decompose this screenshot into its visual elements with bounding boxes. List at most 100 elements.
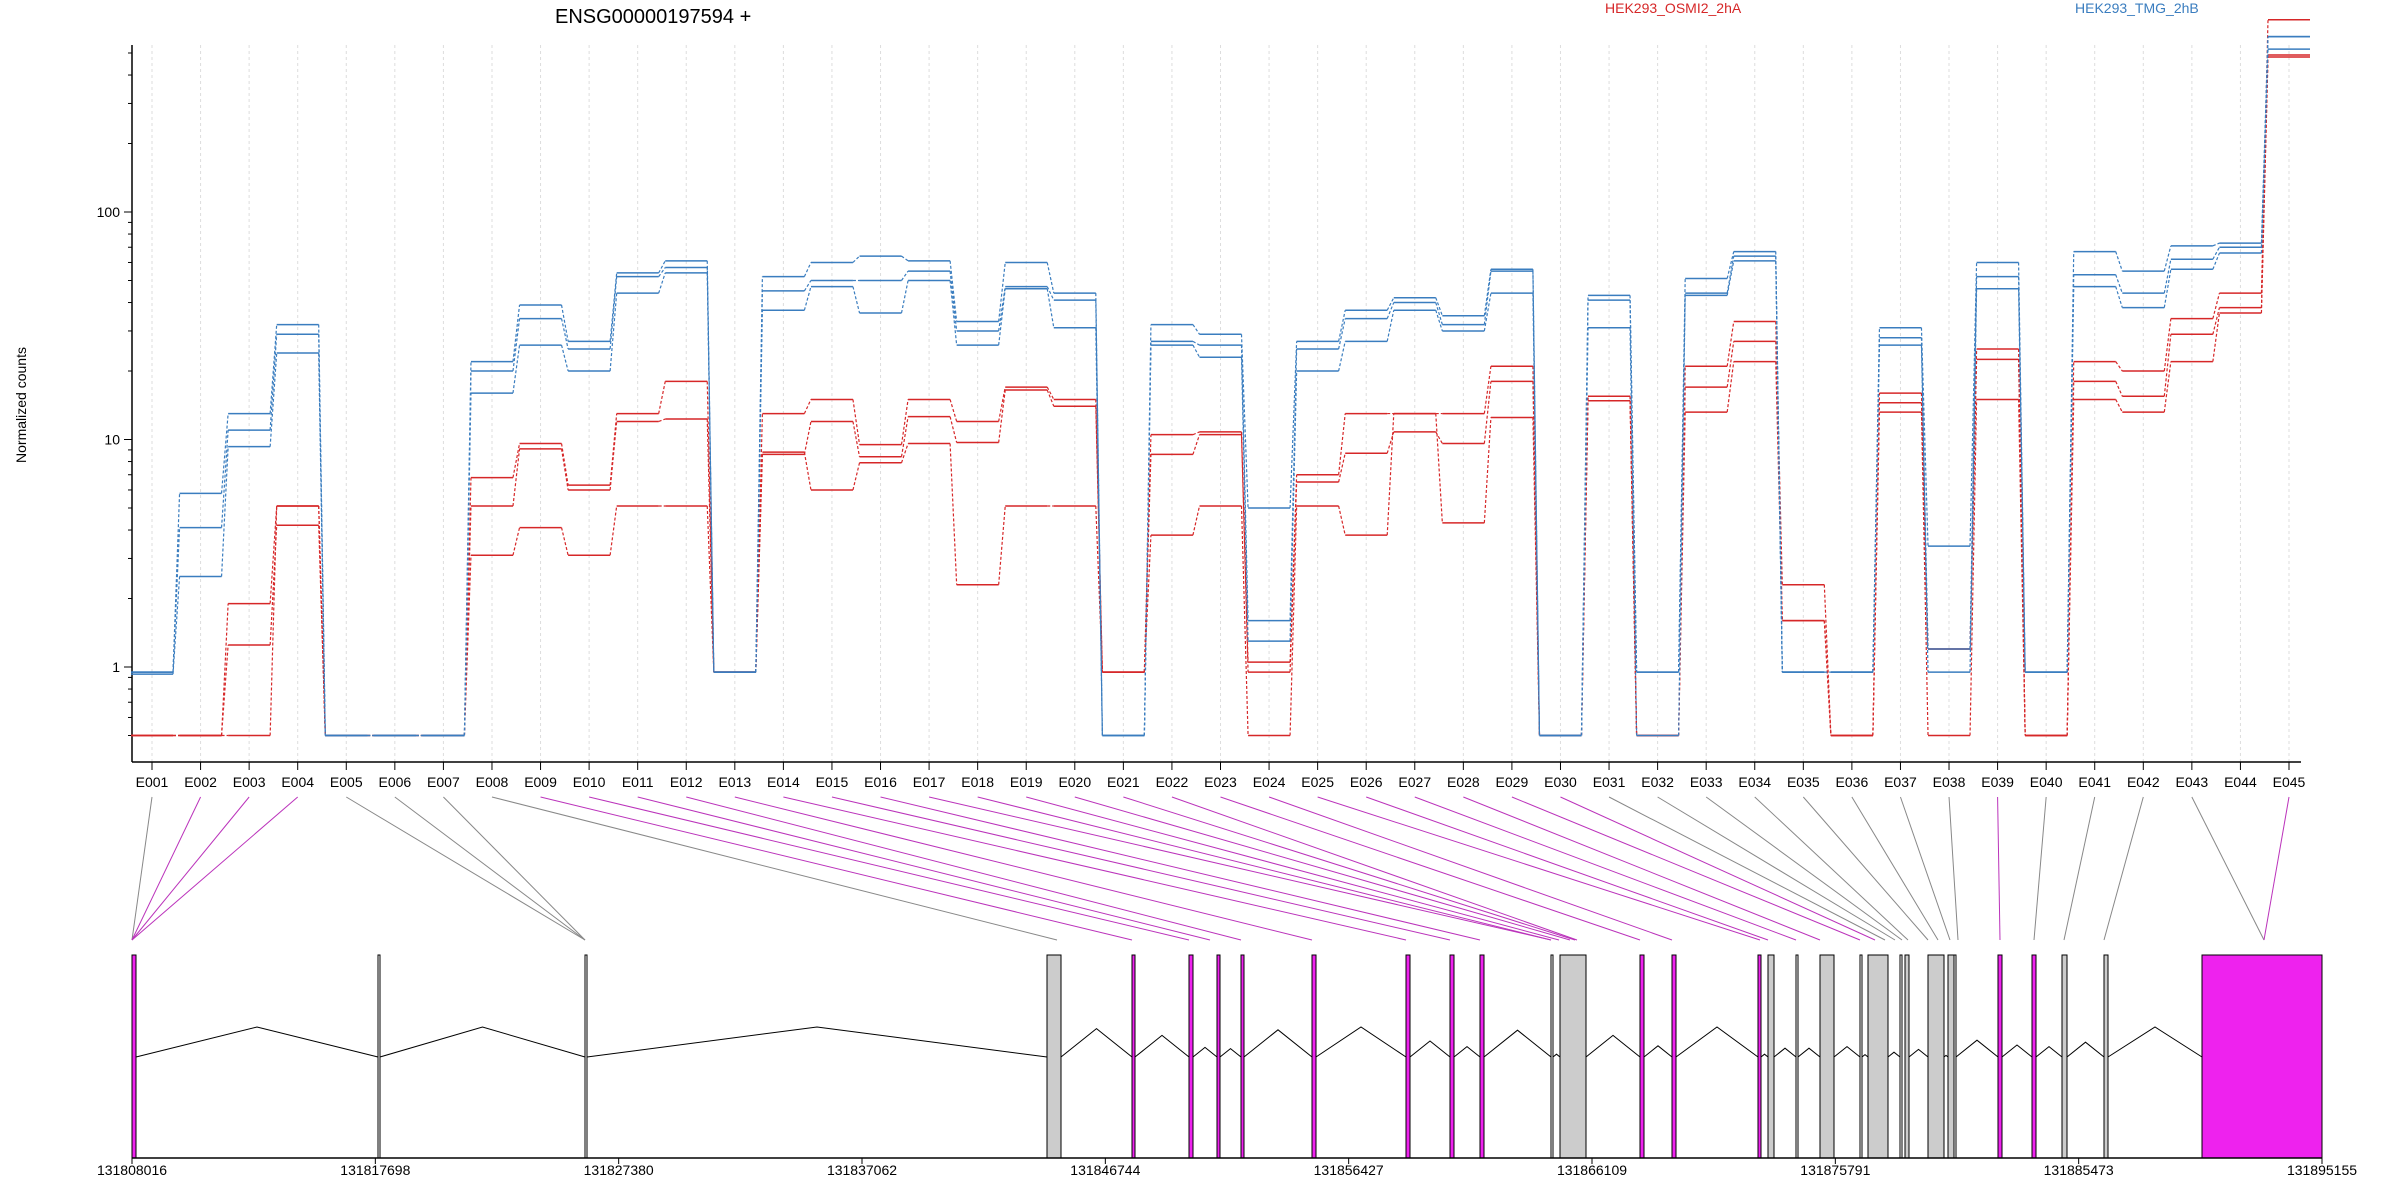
series-transition [1338,310,1346,342]
series-transition [1338,505,1346,536]
series-transition [1483,270,1492,325]
connector-e026 [1366,796,1769,941]
series-transition [706,272,715,673]
x-tick-label-e044: E044 [2224,774,2257,790]
exon-block-24 [1904,954,1910,1159]
exon-block-20 [1819,954,1835,1159]
series-transition [172,576,181,675]
gene-model [131,954,2323,1159]
series-transition [949,271,958,332]
series-transition [1483,269,1492,316]
series-transition [1823,620,1832,736]
series-transition [2212,242,2220,247]
series-transition [609,276,618,350]
x-tick-label-e030: E030 [1544,774,1577,790]
x-tick-label-e029: E029 [1496,774,1529,790]
series-transition [1386,302,1395,319]
intron-connector [1134,1034,1190,1058]
series-transition [1629,327,1638,736]
series-transition [755,413,763,673]
series-transition [852,286,861,314]
series-transition [803,399,812,414]
x-tick-label-e042: E042 [2127,774,2160,790]
series-transition [1386,310,1395,342]
connector-e008 [491,796,1058,941]
series-transition [658,267,666,277]
series-transition [1289,371,1298,642]
series-transition [1435,297,1443,316]
intron-connector [1861,1053,1869,1058]
connector-e042 [2103,796,2144,941]
series-transition [1483,293,1492,332]
series-transition [1240,506,1249,736]
y-tick-label: 1 [112,659,120,675]
x-tick-label-e036: E036 [1836,774,1869,790]
exon-block-16 [1671,954,1677,1159]
exon-block-10 [1405,954,1411,1159]
series-transition [560,318,569,350]
connector-e019 [1026,796,1560,941]
connector-e004 [131,796,299,941]
series-transition [318,352,326,736]
series-transition [803,286,812,311]
x-tick-label-e003: E003 [233,774,266,790]
series-transition [1192,431,1200,436]
coordinate-tick-label: 131817698 [340,1162,410,1178]
connector-e033 [1705,796,1903,941]
x-tick-label-e004: E004 [281,774,314,790]
coordinate-tick-label: 131827380 [584,1162,654,1178]
exon-block-13 [1550,954,1554,1159]
exon-block-27 [1953,954,1957,1159]
connector-e005 [346,796,586,941]
series-transition [1969,359,1978,649]
exon-block-1 [131,954,137,1159]
connector-e043 [2191,796,2265,941]
x-tick-label-e035: E035 [1787,774,1820,790]
series-transition [852,421,861,457]
series-transition [1678,295,1686,736]
exon-block-30 [2061,954,2068,1159]
x-tick-label-e033: E033 [1690,774,1723,790]
connector-e024 [1268,796,1673,941]
series-transition [2115,251,2123,272]
intron-connector [1315,1026,1407,1058]
connector-e003 [131,796,250,941]
x-tick-label-e010: E010 [573,774,606,790]
connector-e009 [540,796,1133,941]
series-transition [900,443,909,463]
series-transition [560,448,569,491]
series-transition [803,262,812,277]
legend-label-osmi2: HEK293_OSMI2_2hA [1605,0,1742,16]
exon-block-5 [1131,954,1136,1159]
series-lines [131,18,2310,737]
coordinate-tick-label: 131885473 [2044,1162,2114,1178]
series-transition [1192,344,1201,358]
series-transition [1483,366,1492,414]
series-transition [2066,286,2075,673]
series-transition [2115,274,2123,294]
series-transition [1143,345,1152,736]
series-transition [901,255,909,262]
series-transition [172,527,181,673]
intron-connector [1760,1053,1769,1058]
intron-connector [1797,1047,1821,1058]
exon-block-7 [1216,954,1221,1159]
x-tick-label-e045: E045 [2273,774,2306,790]
series-transition [560,344,569,372]
x-tick-label-e005: E005 [330,774,363,790]
x-tick-label-e041: E041 [2078,774,2111,790]
intron-connector [2107,1026,2203,1058]
connector-e011 [637,796,1211,941]
connector-e012 [686,796,1242,941]
exon-block-22 [1867,954,1889,1159]
series-transition [220,603,229,736]
series-transition [852,255,860,263]
intron-connector [2035,1045,2063,1058]
series-transition [706,506,715,673]
intron-connector [1552,1053,1561,1058]
series-transition [1678,412,1686,736]
intron-connector [1943,1054,1949,1058]
intron-connector [1773,1047,1797,1058]
connector-e030 [1560,796,1876,941]
series-transition [658,418,666,423]
